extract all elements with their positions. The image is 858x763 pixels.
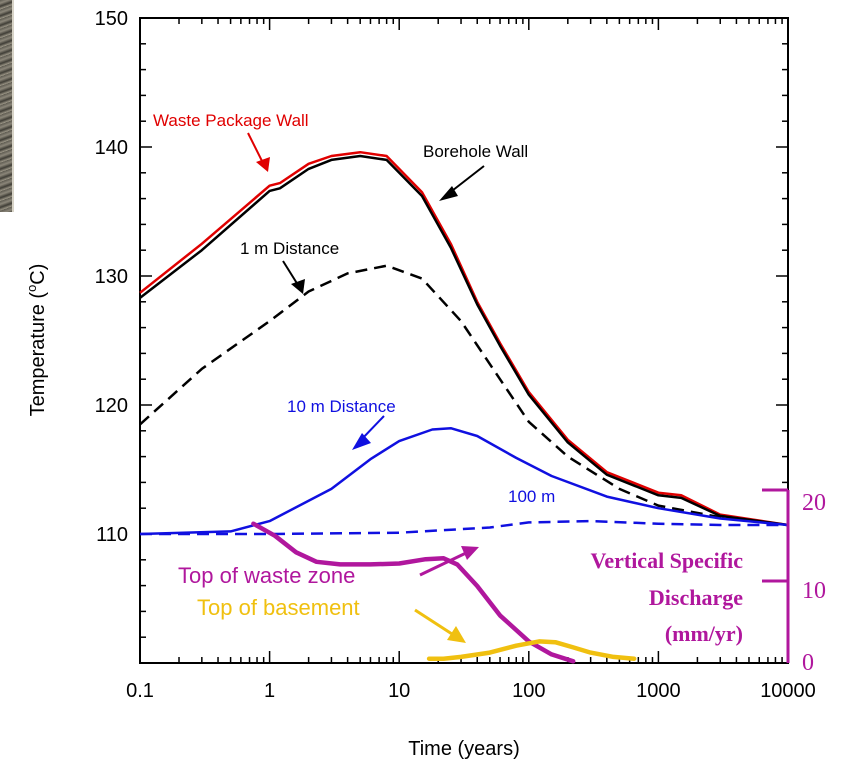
arrow-waste-package-wall-head: [256, 157, 270, 172]
series-layer: [139, 150, 789, 664]
y-tick-label: 130: [95, 266, 128, 288]
series-waste-package-wall: [139, 150, 789, 527]
axis-ticks: [139, 18, 788, 663]
plot-frame: [139, 17, 789, 664]
y-tick-label: 150: [95, 8, 128, 30]
label-1m-distance: 1 m Distance: [240, 239, 339, 258]
x-tick-labels: 0.1 1 10 100 1000 10000: [126, 680, 816, 702]
secondary-tick-label-0: 0: [802, 650, 814, 676]
x-axis-title: Time (years): [408, 738, 519, 760]
series-top-of-waste-zone: [251, 521, 576, 664]
arrow-borehole-wall-head: [439, 186, 458, 201]
arrow-waste-package-wall-shaft: [247, 132, 264, 164]
arrow-waste-zone-head: [461, 546, 479, 560]
y-axis-title-main: Temperature (: [27, 292, 49, 417]
arrow-basement-head: [447, 626, 466, 643]
secondary-axis-title-line3: (mm/yr): [665, 621, 743, 646]
y-tick-label: 140: [95, 137, 128, 159]
y-tick-label: 120: [95, 395, 128, 417]
secondary-axis-title-line2: Discharge: [649, 585, 743, 610]
annotations: Waste Package Wall Borehole Wall 1 m Dis…: [153, 111, 555, 643]
arrow-10m-head: [352, 433, 371, 450]
x-tick-label: 10: [388, 680, 410, 702]
label-top-of-basement: Top of basement: [197, 595, 360, 620]
arrow-basement-shaft: [414, 608, 453, 636]
label-waste-package-wall: Waste Package Wall: [153, 111, 309, 130]
y-tick-label: 110: [96, 524, 128, 546]
label-borehole-wall: Borehole Wall: [423, 142, 528, 161]
arrow-1m-head: [291, 279, 305, 294]
arrow-1m-shaft: [282, 260, 299, 286]
photo-fragment: [0, 0, 14, 212]
series-10-m-distance: [139, 426, 789, 536]
arrow-borehole-wall-shaft: [447, 165, 485, 195]
secondary-axis: 20 10 0 Vertical Specific Discharge (mm/…: [590, 488, 826, 676]
series-1-m-distance: [139, 264, 789, 527]
y-axis-title-unit: C): [27, 264, 49, 285]
y-axis-title-superscript: o: [24, 285, 39, 292]
x-tick-label: 100: [512, 680, 545, 702]
label-top-of-waste-zone: Top of waste zone: [178, 563, 355, 588]
arrow-waste-zone-shaft: [419, 551, 467, 577]
y-axis-title: Temperature (oC): [24, 264, 49, 417]
x-tick-label: 10000: [760, 680, 816, 702]
series-top-of-basement: [426, 639, 637, 661]
secondary-axis-title-line1: Vertical Specific: [590, 548, 743, 573]
x-tick-label: 1: [264, 680, 275, 702]
label-10m-distance: 10 m Distance: [287, 397, 396, 416]
series-100-m: [140, 519, 788, 536]
y-tick-labels: 110 120 130 140 150: [95, 8, 128, 546]
x-tick-label: 1000: [636, 680, 681, 702]
x-tick-label: 0.1: [126, 680, 154, 702]
label-100m: 100 m: [508, 487, 555, 506]
series-borehole-wall: [139, 154, 789, 527]
secondary-tick-label-20: 20: [802, 490, 826, 516]
secondary-tick-label-10: 10: [802, 578, 826, 604]
